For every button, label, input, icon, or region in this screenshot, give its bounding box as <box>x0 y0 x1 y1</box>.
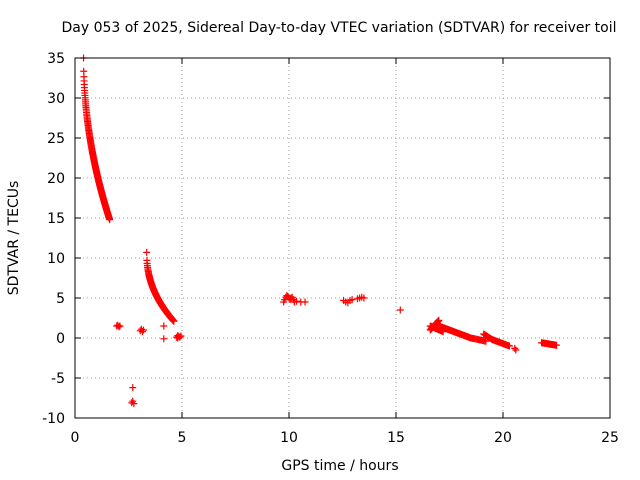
data-point <box>160 322 168 330</box>
y-tick-label: 5 <box>56 291 65 307</box>
y-tick-label: -10 <box>42 411 65 427</box>
y-tick-label: 30 <box>47 91 65 107</box>
y-tick-label: 10 <box>47 251 65 267</box>
y-tick-label: 25 <box>47 131 65 147</box>
axes: 0 5 10 15 20 25 -10 -5 0 5 10 15 20 25 30 35 <box>42 51 619 446</box>
grid-lines <box>75 58 610 418</box>
data-points <box>80 54 560 408</box>
plot-frame <box>74 57 611 419</box>
x-tick-label: 15 <box>387 430 405 446</box>
x-tick-label: 25 <box>601 430 619 446</box>
data-point <box>129 384 137 392</box>
data-point <box>360 294 368 302</box>
data-point <box>138 328 146 336</box>
data-point <box>512 346 520 354</box>
y-tick-label: -5 <box>51 371 65 387</box>
data-point <box>130 400 138 408</box>
data-point <box>301 298 309 306</box>
y-tick-label: 20 <box>47 171 65 187</box>
data-point <box>106 216 114 224</box>
y-tick-label: 35 <box>47 51 65 67</box>
data-point <box>553 341 560 349</box>
x-tick-label: 10 <box>280 430 298 446</box>
data-point <box>160 335 168 343</box>
data-point <box>115 323 123 331</box>
data-point <box>174 334 182 342</box>
y-axis-title: SDTVAR / TECUs <box>6 181 22 296</box>
data-point <box>396 306 404 314</box>
data-point <box>348 296 356 304</box>
x-tick-label: 20 <box>494 430 512 446</box>
data-point <box>170 317 178 325</box>
y-tick-label: 15 <box>47 211 65 227</box>
data-point <box>505 342 513 350</box>
y-tick-label: 0 <box>56 331 65 347</box>
data-point <box>143 248 151 256</box>
chart-title: Day 053 of 2025, Sidereal Day-to-day VTE… <box>61 20 616 36</box>
x-tick-label: 0 <box>71 430 80 446</box>
x-axis-title: GPS time / hours <box>281 458 398 474</box>
data-point <box>511 344 519 352</box>
data-point <box>482 337 490 345</box>
data-point <box>116 322 124 330</box>
data-point <box>139 326 147 334</box>
data-point <box>292 297 300 305</box>
x-tick-label: 5 <box>178 430 187 446</box>
